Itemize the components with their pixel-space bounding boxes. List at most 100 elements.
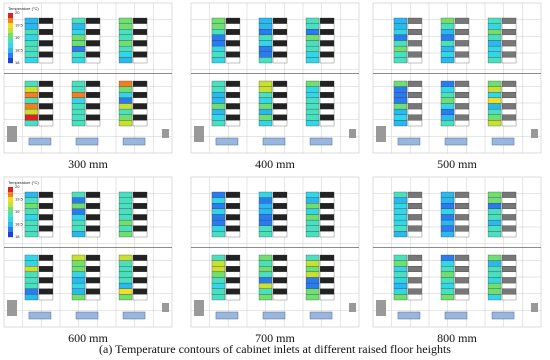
rack-stripe: [85, 51, 101, 58]
inlet-cell: [305, 23, 320, 30]
inlet-cell: [211, 120, 226, 127]
rack-stripe: [132, 17, 148, 24]
inlet-cell: [118, 197, 133, 204]
inlet-cell: [258, 45, 273, 52]
inlet-cell: [393, 219, 408, 226]
inlet-cell: [393, 208, 408, 215]
inlet-cell: [71, 219, 86, 226]
inlet-cell: [24, 51, 39, 58]
vent: [397, 137, 421, 146]
rack-stripe: [272, 57, 288, 64]
inlet-cell: [305, 271, 320, 278]
rack-stripe: [85, 86, 101, 93]
contour-panel: [372, 176, 542, 328]
rack-stripe: [132, 29, 148, 36]
inlet-cell: [71, 277, 86, 284]
inlet-cell: [211, 29, 226, 36]
rack-stripe: [454, 254, 470, 261]
rack-stripe: [501, 86, 517, 93]
inlet-cell: [305, 219, 320, 226]
rack-stripe: [319, 23, 335, 30]
rack-stripe: [225, 203, 241, 210]
inlet-cell: [258, 225, 273, 232]
inlet-cell: [71, 103, 86, 110]
inlet-cell: [487, 17, 502, 24]
rack-stripe: [272, 225, 288, 232]
rack-stripe: [454, 214, 470, 221]
inlet-cell: [71, 40, 86, 47]
inlet-cell: [258, 108, 273, 115]
rack-stripe: [501, 203, 517, 210]
inlet-cell: [24, 282, 39, 289]
unit: [376, 126, 386, 142]
inlet-cell: [118, 282, 133, 289]
rack-stripe: [225, 114, 241, 121]
rack-stripe: [501, 114, 517, 121]
rack-stripe: [454, 225, 470, 232]
rack-stripe: [319, 231, 335, 238]
rack-stripe: [319, 86, 335, 93]
inlet-cell: [211, 86, 226, 93]
rack-stripe: [225, 23, 241, 30]
rack-stripe: [225, 57, 241, 64]
rack-stripe: [407, 208, 423, 215]
inlet-cell: [118, 80, 133, 87]
inlet-cell: [305, 266, 320, 273]
rack-stripe: [38, 231, 54, 238]
rack-stripe: [272, 45, 288, 52]
colorbar-step: [8, 232, 13, 238]
inlet-cell: [393, 23, 408, 30]
colorbar-tick: 19.5: [15, 197, 24, 202]
inlet-cell: [258, 120, 273, 127]
rack-stripe: [38, 57, 54, 64]
vent: [262, 311, 286, 320]
inlet-cell: [24, 80, 39, 87]
inlet-cell: [440, 40, 455, 47]
rack-stripe: [319, 34, 335, 41]
rack-stripe: [132, 214, 148, 221]
rack-stripe: [38, 108, 54, 115]
inlet-cell: [393, 231, 408, 238]
inlet-cell: [305, 17, 320, 24]
inlet-cell: [305, 114, 320, 121]
rack-stripe: [407, 51, 423, 58]
inlet-cell: [393, 214, 408, 221]
rack-stripe: [38, 86, 54, 93]
inlet-cell: [305, 57, 320, 64]
rack-stripe: [319, 108, 335, 115]
rack-stripe: [407, 197, 423, 204]
vent: [122, 137, 146, 146]
rack-stripe: [501, 191, 517, 198]
rack-stripe: [38, 103, 54, 110]
rack-stripe: [85, 114, 101, 121]
rack-stripe: [454, 266, 470, 273]
inlet-cell: [211, 225, 226, 232]
inlet-cell: [118, 17, 133, 24]
rack-stripe: [85, 277, 101, 284]
rack-stripe: [501, 57, 517, 64]
rack-stripe: [85, 282, 101, 289]
rack-stripe: [319, 29, 335, 36]
rack-stripe: [272, 277, 288, 284]
inlet-cell: [393, 103, 408, 110]
inlet-cell: [440, 282, 455, 289]
inlet-cell: [393, 120, 408, 127]
inlet-cell: [440, 191, 455, 198]
colorbar-step: [8, 212, 13, 218]
rack-stripe: [225, 103, 241, 110]
rack-stripe: [407, 92, 423, 99]
inlet-cell: [393, 288, 408, 295]
rack-stripe: [454, 57, 470, 64]
inlet-cell: [393, 191, 408, 198]
inlet-cell: [440, 92, 455, 99]
rack-stripe: [319, 103, 335, 110]
colorbar-tick: 20: [15, 10, 20, 15]
rack-stripe: [132, 225, 148, 232]
inlet-cell: [71, 34, 86, 41]
inlet-cell: [305, 203, 320, 210]
colorbar-step: [8, 53, 13, 59]
inlet-cell: [118, 29, 133, 36]
inlet-cell: [258, 219, 273, 226]
inlet-cell: [305, 208, 320, 215]
rack-stripe: [454, 92, 470, 99]
